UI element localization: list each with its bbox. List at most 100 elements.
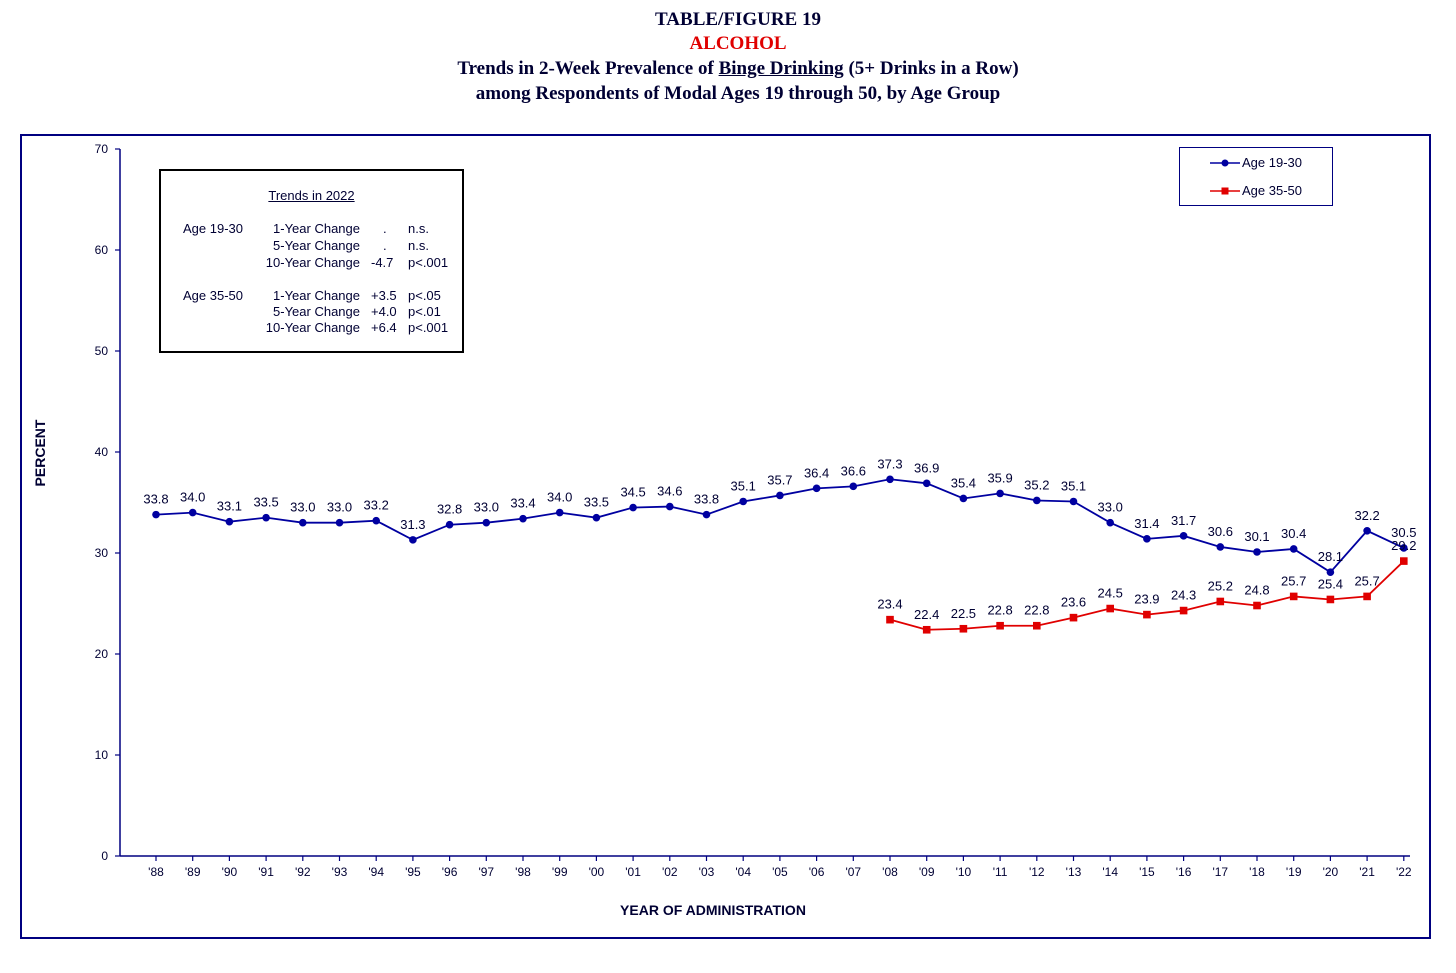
- trends-change-value: +6.4: [371, 320, 397, 335]
- data-label: 30.5: [1391, 525, 1416, 540]
- data-point: [1106, 518, 1114, 527]
- chart-title-pre: Trends in 2-Week Prevalence of: [457, 58, 719, 79]
- trends-change-label: 5-Year Change: [273, 238, 360, 253]
- data-label: 31.3: [400, 517, 425, 532]
- data-label: 34.6: [657, 484, 682, 499]
- x-tick-label: '94: [368, 865, 384, 879]
- data-label: 33.0: [327, 500, 352, 515]
- data-label: 22.8: [987, 603, 1012, 618]
- data-label: 22.5: [951, 606, 976, 621]
- chart-title-post: (5+ Drinks in a Row): [843, 58, 1019, 79]
- chart-header: TABLE/FIGURE 19 ALCOHOL Trends in 2-Week…: [0, 8, 1456, 106]
- data-point: [1363, 526, 1371, 535]
- trends-change-value: .: [383, 221, 387, 236]
- x-tick-label: '97: [478, 865, 494, 879]
- legend: Age 19-30 Age 35-50: [1179, 147, 1333, 206]
- x-axis-title: YEAR OF ADMINISTRATION: [620, 902, 806, 918]
- trends-change-value: +3.5: [371, 288, 397, 303]
- x-tick-label: '07: [845, 865, 861, 879]
- data-point: [445, 520, 454, 529]
- data-point: [1179, 532, 1188, 540]
- data-label: 29.2: [1391, 538, 1416, 553]
- legend-marker-age-19-30: [1221, 159, 1229, 167]
- data-point: [1179, 606, 1188, 615]
- trends-change-label: 5-Year Change: [273, 304, 360, 319]
- x-tick-label: '96: [442, 865, 458, 879]
- x-tick-label: '98: [515, 865, 531, 879]
- x-tick-label: '03: [699, 865, 715, 879]
- data-label: 35.4: [951, 475, 976, 490]
- trends-significance: p<.001: [408, 320, 449, 335]
- data-point: [188, 508, 197, 517]
- substance-title: ALCOHOL: [689, 33, 787, 54]
- x-tick-label: '21: [1359, 865, 1375, 879]
- legend-graphic: Age 19-30 Age 35-50: [1210, 155, 1302, 198]
- trends-change-label: 10-Year Change: [265, 320, 360, 335]
- data-label: 30.6: [1208, 524, 1233, 539]
- data-point: [1143, 535, 1151, 543]
- data-label: 33.5: [253, 495, 278, 510]
- data-label: 31.4: [1134, 516, 1159, 531]
- data-label: 36.6: [841, 463, 866, 478]
- data-label: 22.8: [1024, 603, 1049, 618]
- x-tick-label: '04: [735, 865, 751, 879]
- data-point: [776, 491, 784, 500]
- x-tick-label: '89: [185, 865, 201, 879]
- data-point: [372, 516, 381, 525]
- data-point: [812, 484, 821, 493]
- data-label: 23.6: [1061, 595, 1086, 610]
- data-label: 33.1: [217, 499, 242, 514]
- legend-label-age-35-50: Age 35-50: [1242, 183, 1302, 198]
- data-label: 23.4: [877, 597, 902, 612]
- data-point: [1106, 604, 1114, 613]
- data-label: 24.8: [1244, 583, 1269, 598]
- x-tick-label: '93: [332, 865, 348, 879]
- data-label: 33.2: [364, 498, 389, 513]
- x-tick-label: '99: [552, 865, 568, 879]
- data-point: [1400, 557, 1408, 565]
- chart-title-underlined: Binge Drinking: [718, 58, 844, 79]
- data-label: 35.1: [1061, 478, 1086, 493]
- data-point: [1033, 496, 1041, 505]
- trends-significance: n.s.: [408, 238, 429, 253]
- data-label: 24.3: [1171, 588, 1196, 603]
- x-tick-label: '16: [1176, 865, 1192, 879]
- data-point: [739, 497, 747, 506]
- data-point: [1069, 497, 1078, 506]
- data-point: [555, 508, 564, 517]
- x-tick-label: '18: [1249, 865, 1265, 879]
- trends-significance: p<.01: [408, 304, 441, 319]
- data-label: 35.1: [731, 478, 756, 493]
- y-tick-label: 70: [95, 142, 109, 156]
- trends-box: Trends in 2022 Age 19-30 1-Year Change. n.…: [159, 169, 464, 353]
- data-label: 33.8: [143, 492, 168, 507]
- data-point: [1400, 544, 1408, 552]
- data-label: 33.0: [1098, 500, 1123, 515]
- trends-row: Age 19-30 1-Year Change. n.s.: [161, 221, 466, 237]
- x-tick-label: '02: [662, 865, 678, 879]
- data-label: 25.2: [1208, 578, 1233, 593]
- data-label: 33.0: [474, 500, 499, 515]
- x-tick-label: '08: [882, 865, 898, 879]
- data-point: [996, 621, 1004, 630]
- data-point: [1143, 610, 1151, 619]
- data-point: [1216, 543, 1225, 551]
- trends-row: 10-Year Change +6.4 p<.001: [161, 320, 466, 336]
- x-tick-label: '06: [809, 865, 825, 879]
- legend-label-age-19-30: Age 19-30: [1242, 155, 1302, 170]
- data-label: 32.8: [437, 502, 462, 517]
- trends-change-label: 1-Year Change: [273, 221, 360, 236]
- data-point: [629, 503, 637, 512]
- data-point: [1326, 595, 1335, 604]
- data-label: 22.4: [914, 607, 939, 622]
- data-point: [1326, 568, 1335, 576]
- data-point: [152, 510, 160, 519]
- x-tick-label: '17: [1212, 865, 1228, 879]
- x-tick-label: '00: [589, 865, 605, 879]
- figure-number: TABLE/FIGURE 19: [655, 9, 821, 30]
- trends-row: 10-Year Change -4.7 p<.001: [161, 255, 466, 271]
- data-point: [996, 489, 1004, 498]
- trends-box-title: Trends in 2022: [268, 188, 355, 203]
- data-point: [262, 513, 270, 522]
